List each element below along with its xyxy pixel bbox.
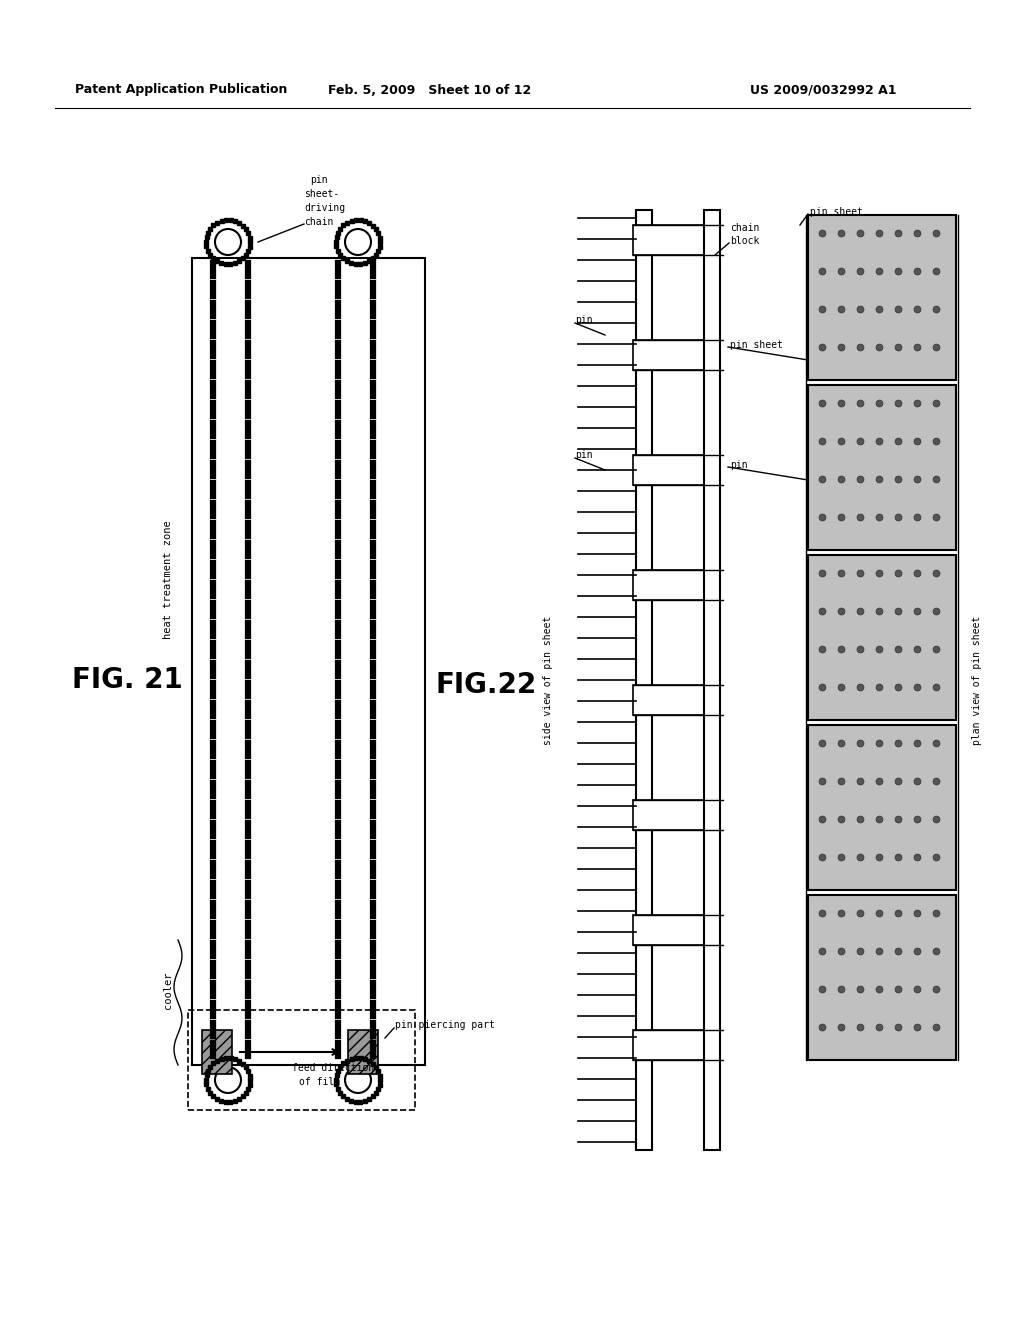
Text: plan view of pin sheet: plan view of pin sheet: [972, 615, 982, 744]
Text: FIG.22: FIG.22: [435, 671, 537, 700]
Bar: [808, 215, 956, 380]
Text: heat treatment zone: heat treatment zone: [163, 520, 173, 639]
Text: feed direction: feed direction: [292, 1063, 374, 1073]
Bar: [808, 725, 956, 890]
Text: pin piercing part: pin piercing part: [395, 1020, 495, 1030]
Bar: [808, 554, 956, 719]
Text: chain: chain: [304, 216, 334, 227]
Bar: [348, 1030, 378, 1074]
Bar: [633, 224, 707, 255]
Text: sheet-: sheet-: [304, 189, 339, 199]
Text: of film: of film: [299, 1077, 340, 1086]
Bar: [202, 1030, 232, 1074]
Bar: [633, 800, 707, 830]
Text: Patent Application Publication: Patent Application Publication: [75, 83, 288, 96]
Circle shape: [215, 228, 241, 255]
Circle shape: [215, 1067, 241, 1093]
Bar: [633, 570, 707, 601]
Bar: [188, 1010, 415, 1110]
Text: pin sheet: pin sheet: [730, 341, 783, 350]
Text: pin: pin: [575, 450, 593, 459]
Text: pin: pin: [575, 315, 593, 325]
Text: pin: pin: [730, 459, 748, 470]
Bar: [193, 257, 425, 1065]
Text: cooler: cooler: [163, 972, 173, 1008]
Bar: [633, 915, 707, 945]
Bar: [808, 895, 956, 1060]
Text: side view of pin sheet: side view of pin sheet: [543, 615, 553, 744]
Bar: [633, 1030, 707, 1060]
Circle shape: [345, 1067, 371, 1093]
Bar: [808, 385, 956, 550]
Text: Feb. 5, 2009   Sheet 10 of 12: Feb. 5, 2009 Sheet 10 of 12: [329, 83, 531, 96]
Text: pin: pin: [310, 176, 328, 185]
Text: US 2009/0032992 A1: US 2009/0032992 A1: [750, 83, 896, 96]
Circle shape: [345, 228, 371, 255]
Bar: [633, 685, 707, 715]
Bar: [636, 210, 652, 1150]
Bar: [633, 341, 707, 370]
Bar: [705, 210, 720, 1150]
Bar: [633, 455, 707, 484]
Text: driving: driving: [304, 203, 345, 213]
Text: chain: chain: [730, 223, 760, 234]
Text: block: block: [730, 236, 760, 246]
Text: pin sheet: pin sheet: [810, 207, 863, 216]
Text: FIG. 21: FIG. 21: [72, 667, 182, 694]
